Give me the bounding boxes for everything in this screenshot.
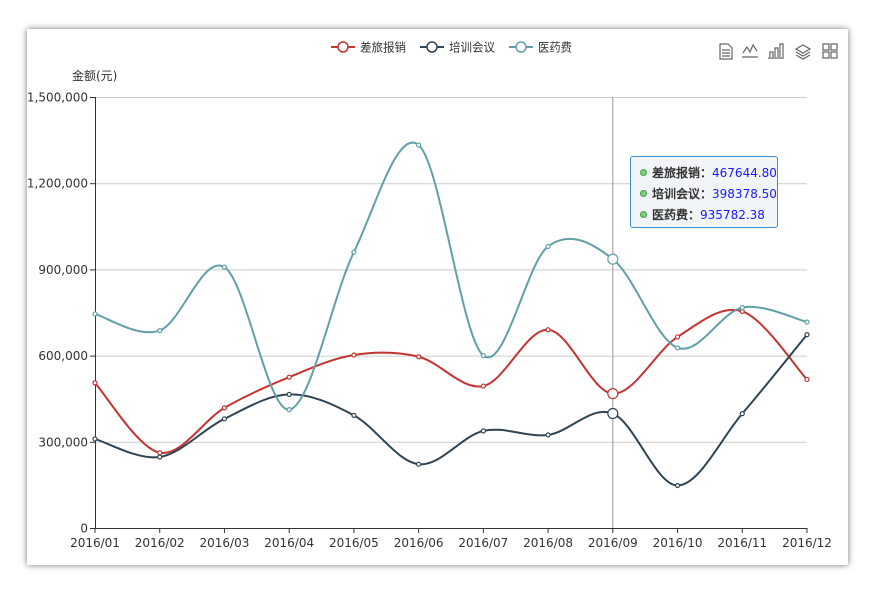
x-tick-label: 2016/01 <box>70 536 120 550</box>
data-point <box>804 376 810 383</box>
data-point <box>545 432 551 438</box>
chart-card <box>27 29 848 565</box>
data-point <box>804 319 810 325</box>
data-point <box>739 411 745 417</box>
data-point <box>607 407 619 420</box>
tooltip-value: 398378.50 <box>712 187 777 201</box>
legend-item[interactable]: 培训会议 <box>420 40 495 55</box>
y-tick-label: 900,000 <box>38 263 88 277</box>
legend-label: 培训会议 <box>449 40 495 55</box>
tooltip-colon: ： <box>700 166 713 180</box>
data-points <box>92 142 810 489</box>
data-point <box>157 454 163 460</box>
series-line <box>94 333 808 487</box>
data-point <box>221 416 228 422</box>
tiled-icon[interactable] <box>822 43 838 59</box>
y-tick-label: 1,500,000 <box>27 91 88 105</box>
y-tick-label: 0 <box>80 522 88 536</box>
x-tick-label: 2016/09 <box>588 536 638 550</box>
tooltip-series-name: 培训会议 <box>652 187 701 201</box>
tooltip-colon: ： <box>688 208 701 222</box>
data-point <box>157 450 163 456</box>
x-tick-label: 2016/10 <box>653 536 703 550</box>
data-point <box>480 383 486 389</box>
tooltip-series-name: 医药费 <box>652 208 689 222</box>
x-tick-label: 2016/08 <box>523 536 573 550</box>
x-tick-label: 2016/06 <box>394 536 444 550</box>
stack-icon[interactable] <box>794 44 812 60</box>
x-tick-label: 2016/11 <box>717 536 767 550</box>
data-point <box>351 412 357 418</box>
legend-marker-icon <box>515 41 527 53</box>
tooltip-row: 培训会议：398378.50 <box>640 185 777 206</box>
x-tick-label: 2016/07 <box>458 536 508 550</box>
data-point <box>607 388 619 400</box>
x-tick-label: 2016/03 <box>200 536 250 550</box>
data-point <box>286 407 292 413</box>
series-dot-icon <box>640 211 647 218</box>
data-point <box>221 264 228 270</box>
data-point <box>416 354 422 360</box>
data-point <box>286 391 292 397</box>
x-tick-label: 2016/12 <box>782 536 832 550</box>
series-dot-icon <box>640 169 647 176</box>
legend[interactable]: 差旅报销 培训会议 医药费 <box>331 40 572 55</box>
tooltip-row: 医药费：935782.38 <box>640 206 777 227</box>
data-point <box>804 332 810 338</box>
data-point <box>545 243 551 250</box>
data-point <box>351 249 357 255</box>
data-point <box>739 305 745 311</box>
data-point <box>92 380 98 386</box>
x-tick-label: 2016/04 <box>264 536 314 550</box>
x-tick-label: 2016/02 <box>135 536 185 550</box>
data-point <box>286 374 292 380</box>
data-point <box>416 142 422 148</box>
y-tick-label: 1,200,000 <box>27 177 88 191</box>
legend-marker-icon <box>426 41 438 53</box>
line-chart-icon[interactable] <box>742 43 758 58</box>
x-tick-label: 2016/05 <box>329 536 379 550</box>
bar-chart-icon[interactable] <box>768 43 784 59</box>
data-point <box>674 482 681 489</box>
legend-label: 差旅报销 <box>360 40 406 55</box>
tooltip-colon: ： <box>700 187 713 201</box>
legend-item[interactable]: 医药费 <box>509 41 572 55</box>
data-view-icon[interactable] <box>719 43 733 60</box>
data-point <box>92 436 98 442</box>
data-point <box>92 311 98 317</box>
toolbox[interactable] <box>719 43 838 60</box>
data-point <box>416 461 422 467</box>
data-point <box>545 327 551 333</box>
legend-item[interactable]: 差旅报销 <box>331 40 406 55</box>
y-tick-label: 600,000 <box>38 349 88 363</box>
legend-marker-icon <box>337 41 349 53</box>
data-point <box>480 353 486 359</box>
data-point <box>674 334 681 340</box>
tooltip-value: 935782.38 <box>700 208 765 222</box>
legend-label: 医药费 <box>538 41 572 55</box>
y-tick-label: 300,000 <box>38 435 88 449</box>
tooltip-row: 差旅报销：467644.80 <box>640 164 777 185</box>
data-point <box>480 428 486 434</box>
tooltip-series-name: 差旅报销 <box>652 166 701 180</box>
series-line <box>94 308 808 454</box>
data-point <box>221 405 228 411</box>
tooltip-value: 467644.80 <box>712 166 777 180</box>
tooltip: 差旅报销：467644.80 培训会议：398378.50 医药费：935782… <box>630 156 778 228</box>
data-point <box>607 253 619 265</box>
data-point <box>674 345 681 351</box>
series-dot-icon <box>640 190 647 197</box>
y-axis-title: 金额(元) <box>72 68 117 83</box>
axes: 0 300,000 600,000 900,000 1,200,000 1,500,000… <box>27 91 832 551</box>
data-point <box>157 328 163 334</box>
data-point <box>351 352 357 358</box>
